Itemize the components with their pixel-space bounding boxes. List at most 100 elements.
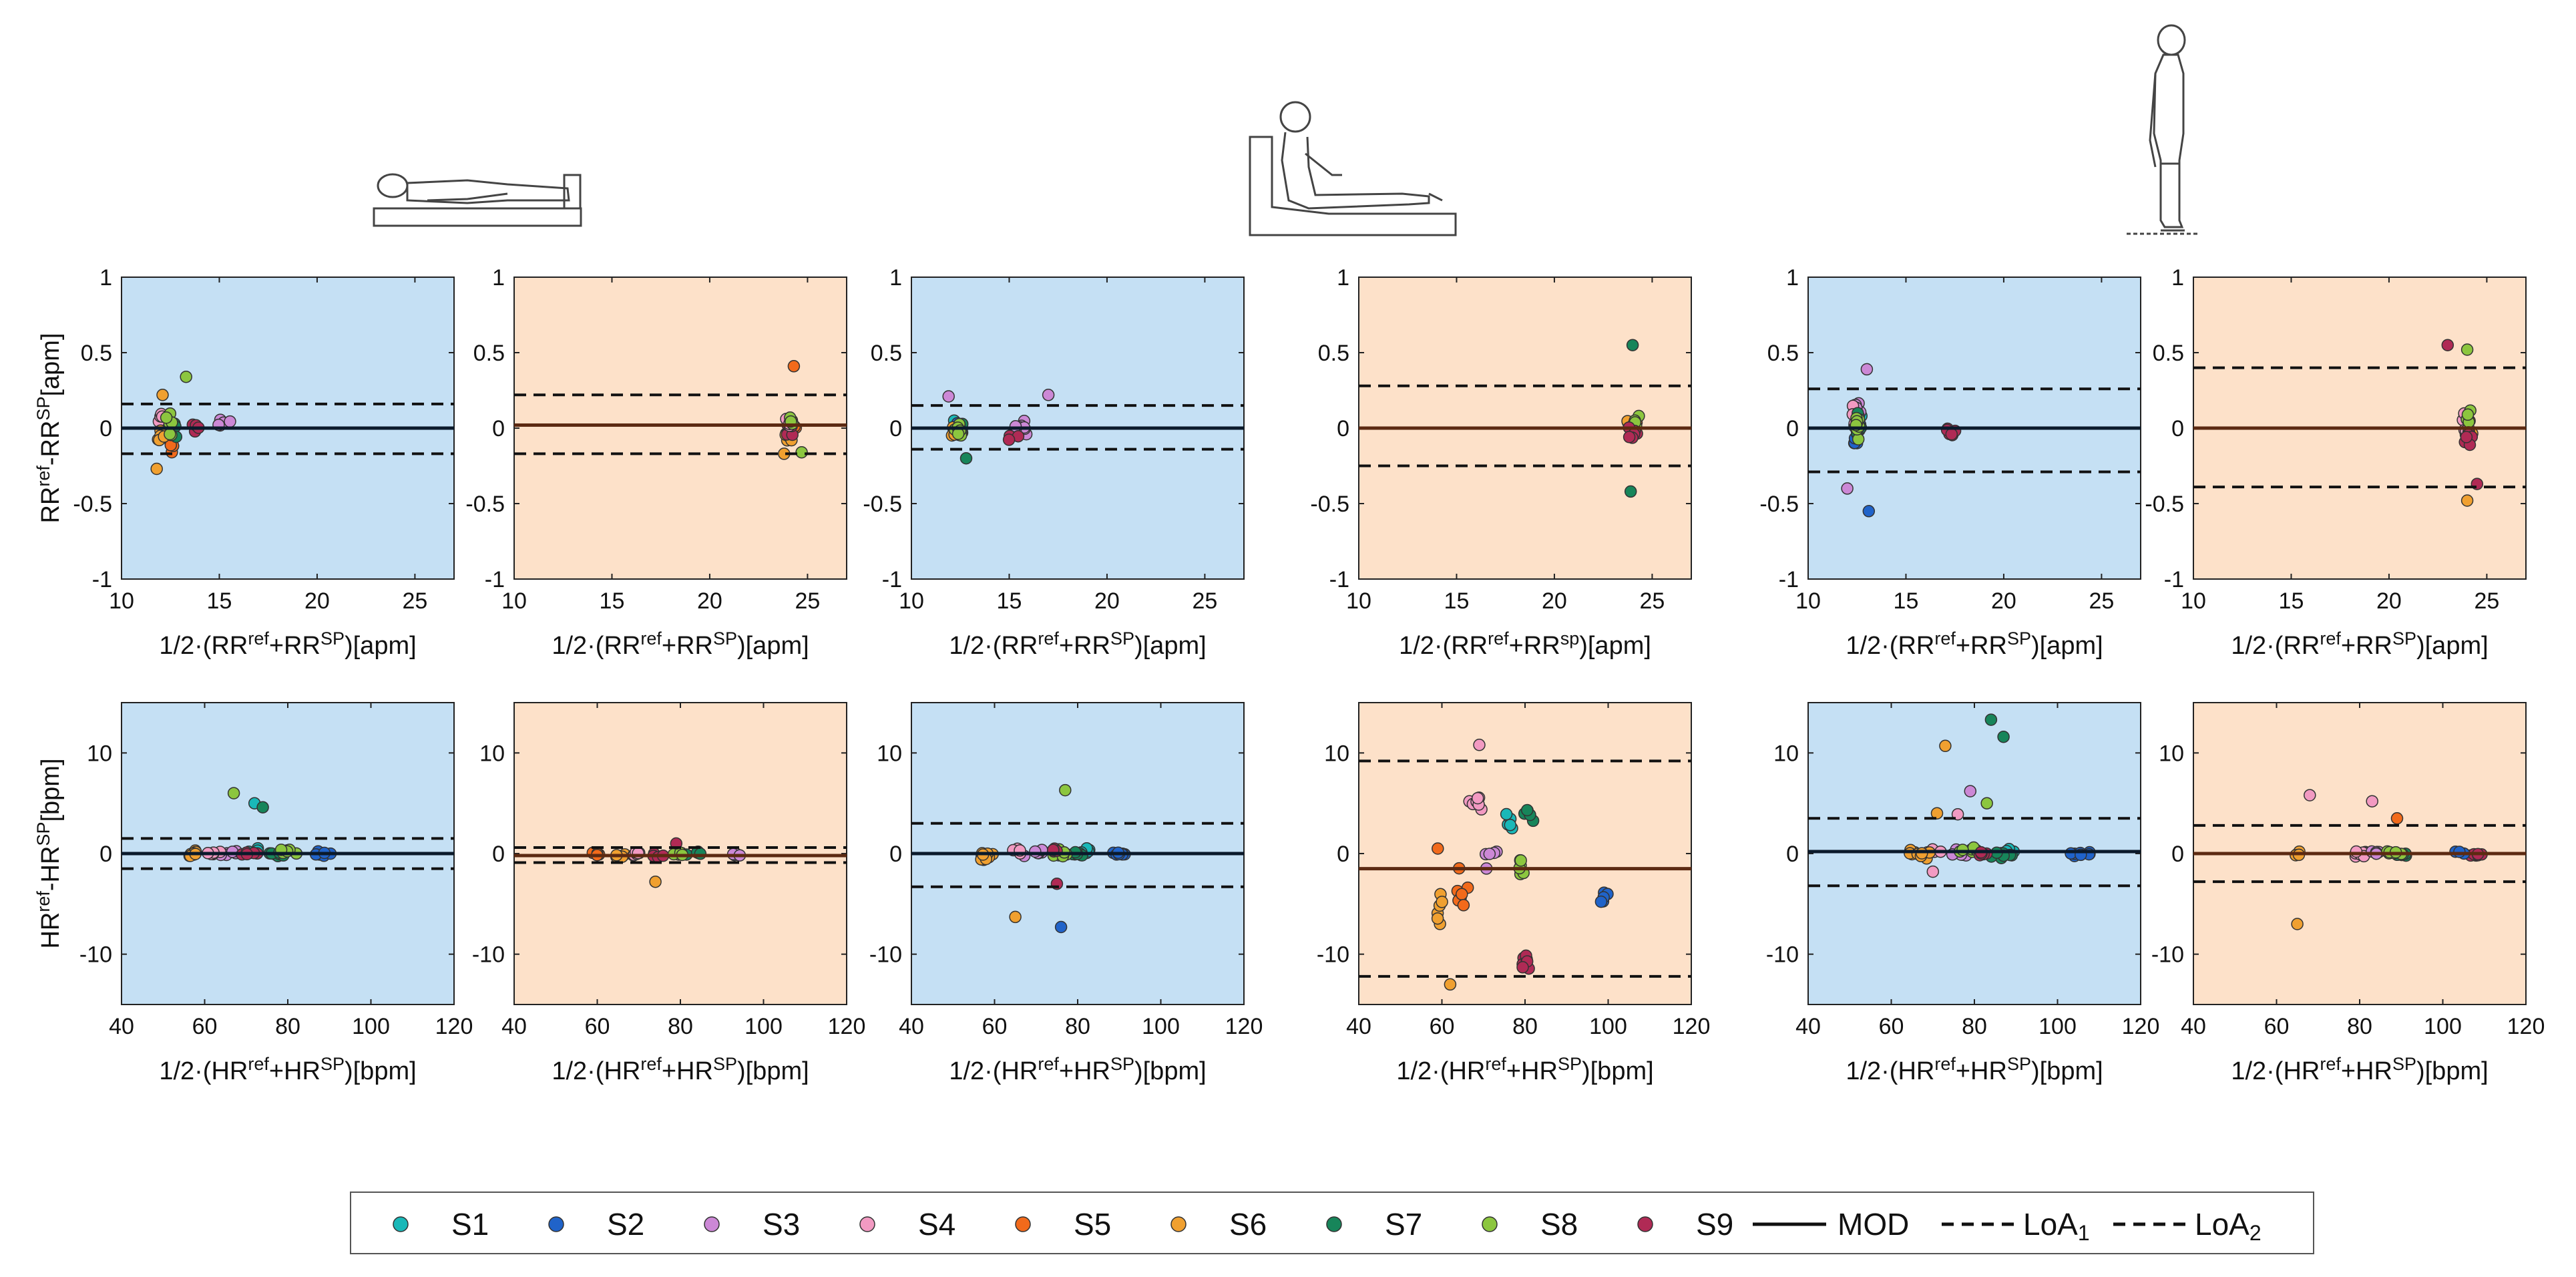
x-tick-label: 25 — [1639, 588, 1665, 614]
x-tick-label: 20 — [697, 588, 722, 614]
legend-marker-s2 — [548, 1216, 564, 1232]
y-tick-label: -0.5 — [465, 492, 505, 517]
y-tick-label: 10 — [479, 741, 505, 766]
data-point-s8 — [180, 370, 192, 383]
supine-figure-icon — [373, 173, 582, 227]
x-axis-label: 1/2·(HRref+HRSP)[bpm] — [2231, 1054, 2488, 1085]
x-tick-label: 20 — [1542, 588, 1567, 614]
x-tick-label: 20 — [2376, 588, 2402, 614]
data-point-s8 — [160, 411, 173, 424]
data-point-s7 — [959, 451, 973, 465]
y-tick-label: 0 — [492, 842, 505, 867]
data-point-s6 — [1939, 739, 1952, 753]
data-point-s6 — [1916, 847, 1928, 860]
legend-mod-label: MOD — [1838, 1207, 1909, 1242]
data-point-s4 — [1471, 791, 1484, 805]
x-axis-label: 1/2·(HRref+HRSP)[bpm] — [949, 1054, 1206, 1085]
data-point-s8 — [1059, 783, 1072, 797]
legend-label-s3: S3 — [763, 1207, 800, 1242]
y-tick-label: -0.5 — [73, 492, 112, 517]
y-tick-label: -1 — [882, 567, 902, 592]
y-tick-label: -0.5 — [1759, 492, 1799, 517]
y-tick-label: -10 — [1317, 942, 1349, 968]
data-point-s2 — [1862, 505, 1876, 518]
x-tick-label: 25 — [1192, 588, 1217, 614]
x-tick-label: 10 — [1346, 588, 1371, 614]
data-point-s8 — [2460, 343, 2474, 356]
x-tick-label: 25 — [402, 588, 427, 614]
data-point-s6 — [1436, 896, 1448, 908]
x-tick-label: 15 — [1444, 588, 1470, 614]
hr-y-axis-label: HRref-HRSP[bpm] — [33, 758, 65, 948]
legend-label-s5: S5 — [1074, 1207, 1111, 1242]
x-tick-label: 100 — [2424, 1014, 2462, 1039]
data-point-s8 — [164, 427, 176, 441]
x-axis-label: 1/2·(HRref+HRSP)[bpm] — [1396, 1054, 1653, 1085]
y-tick-label: -10 — [869, 942, 902, 968]
y-tick-label: 10 — [877, 741, 902, 766]
plot-rr-supine-loa2: 10 15 20 25 1 0.5 0 -0.5 -1 1/2·(RRref+RRSP)[apm] — [465, 265, 847, 660]
data-point-s1 — [1504, 818, 1517, 832]
data-point-s3 — [942, 390, 955, 403]
y-tick-label: 10 — [2159, 741, 2184, 766]
data-point-s8 — [1980, 797, 1993, 809]
posture-icons — [373, 24, 2200, 236]
x-tick-label: 120 — [435, 1014, 473, 1039]
plots: 10 15 20 2510.50-0.5-11/2·(RRref+RRSP)[apm]… — [33, 265, 2545, 1085]
legend-marker-s6 — [1170, 1216, 1187, 1232]
data-point-s7 — [1626, 339, 1639, 351]
plot-rr-sitting-loa1: 10 15 20 25 1 0.5 0 -0.5 -1 1/2·(RRref+RRSP)[apm] — [863, 265, 1245, 660]
data-point-s2 — [1054, 920, 1068, 934]
data-point-s5 — [2390, 812, 2404, 825]
data-point-s6 — [1431, 912, 1444, 925]
plot-rr-sitting-loa2: 10 15 20 25 1 0.5 0 -0.5 -1 1/2·(RRref+RRsp)[apm] — [1310, 265, 1692, 660]
data-point-s6 — [150, 462, 163, 476]
data-point-s4 — [2304, 789, 2316, 801]
x-tick-label: 20 — [1991, 588, 2016, 614]
x-tick-label: 15 — [207, 588, 232, 614]
y-tick-label: 1 — [1337, 265, 1349, 291]
x-tick-label: 15 — [997, 588, 1022, 614]
data-point-s9 — [2441, 339, 2454, 351]
y-tick-label: -1 — [92, 567, 112, 592]
x-tick-label: 40 — [1795, 1014, 1821, 1039]
data-point-s5 — [1456, 888, 1468, 901]
x-tick-label: 10 — [1795, 588, 1821, 614]
legend-marker-s1 — [393, 1216, 409, 1232]
y-tick-label: -10 — [2151, 942, 2184, 968]
standing-figure-icon — [2127, 24, 2200, 235]
x-tick-label: 40 — [501, 1014, 527, 1039]
data-point-s7 — [1984, 713, 1998, 726]
data-point-s6 — [1444, 978, 1457, 991]
y-tick-label: 0 — [1786, 416, 1799, 441]
legend-label-s4: S4 — [918, 1207, 955, 1242]
data-point-s6 — [1930, 807, 1944, 819]
x-tick-label: 100 — [1589, 1014, 1627, 1039]
legend-marker-s5 — [1015, 1216, 1031, 1232]
x-tick-label: 60 — [585, 1014, 610, 1039]
x-tick-label: 25 — [795, 588, 820, 614]
y-tick-label: 0.5 — [871, 341, 902, 366]
x-tick-label: 60 — [192, 1014, 218, 1039]
x-tick-label: 100 — [2038, 1014, 2077, 1039]
y-tick-label: -1 — [2164, 567, 2184, 592]
data-point-s7 — [1624, 485, 1637, 498]
legend-marker-s7 — [1326, 1216, 1342, 1232]
x-tick-label: 25 — [2089, 588, 2114, 614]
y-tick-label: 0.5 — [1767, 341, 1799, 366]
legend-label-s7: S7 — [1385, 1207, 1422, 1242]
x-tick-label: 40 — [109, 1014, 134, 1039]
y-tick-label: -10 — [79, 942, 112, 968]
x-tick-label: 20 — [1094, 588, 1120, 614]
data-point-s3 — [224, 415, 236, 428]
y-tick-label: 0 — [492, 416, 505, 441]
legend-label-s6: S6 — [1229, 1207, 1267, 1242]
x-tick-label: 40 — [2181, 1014, 2206, 1039]
x-tick-label: 40 — [899, 1014, 924, 1039]
data-point-s7 — [256, 801, 269, 813]
sitting-figure-icon — [1249, 101, 1457, 236]
y-tick-label: 0 — [1337, 416, 1349, 441]
data-point-s6 — [2291, 918, 2304, 930]
